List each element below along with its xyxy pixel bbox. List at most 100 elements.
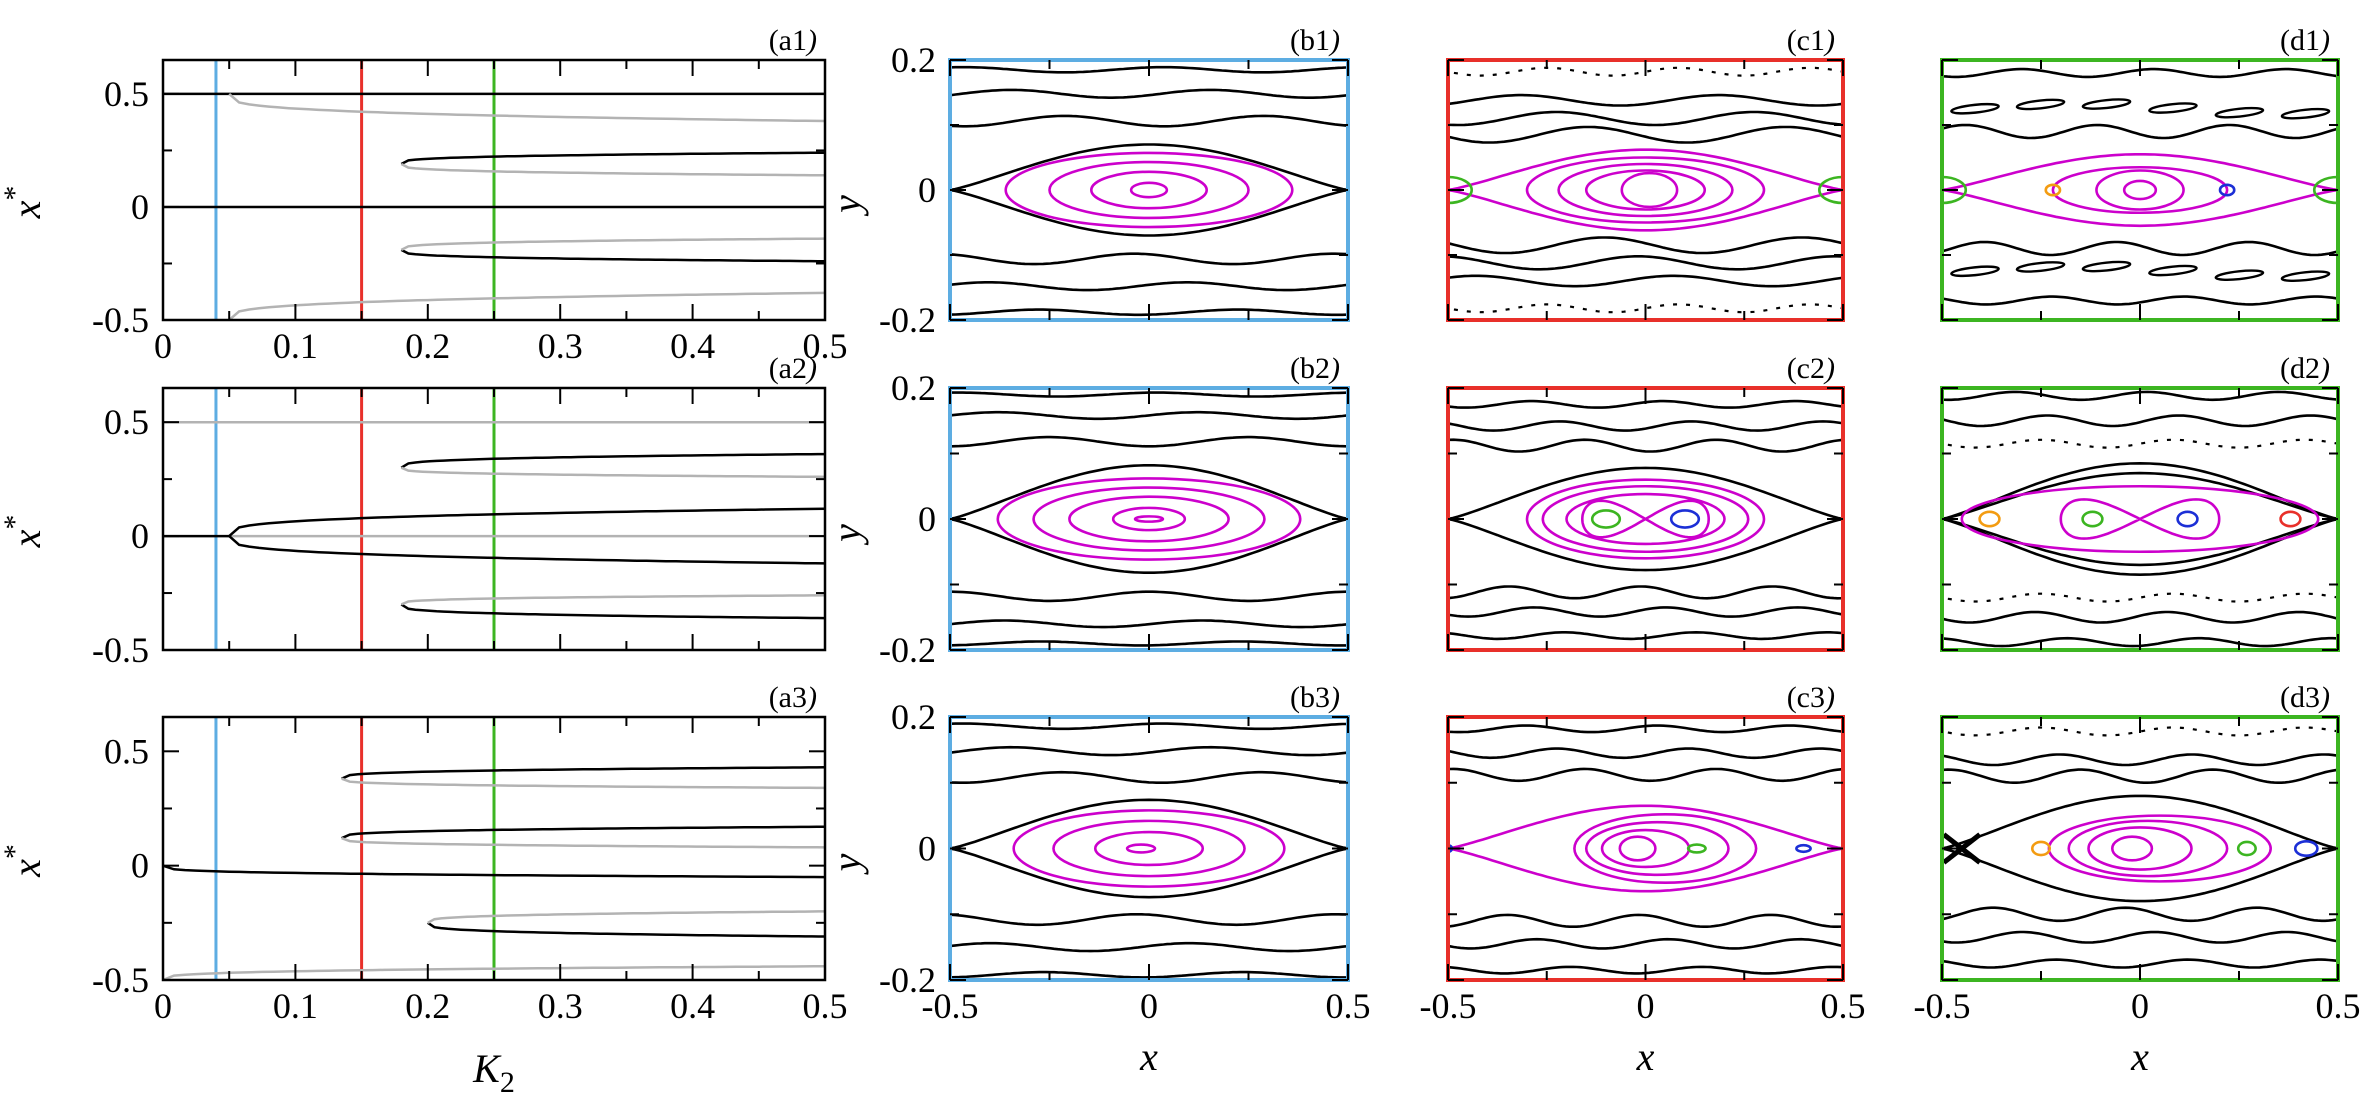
invariant-curve [1448,606,1843,618]
x-tick-label: 0.4 [670,986,715,1026]
y-tick-label: 0.2 [891,697,936,737]
y-tick-label: 0 [131,846,149,886]
panel-a2: -0.5 0 0.5 (a2) x* [0,352,827,670]
island-orbit [1048,160,1250,220]
y-tick-label: 0 [918,499,936,539]
island-chain [1950,265,2000,278]
hyperbolic-point [1942,832,1982,865]
panel-d1: (d1) [1940,24,2340,322]
invariant-curve [1448,767,1843,783]
figure-eight-separatrix [2059,498,2221,540]
invariant-curve [1448,913,1843,928]
plot-area [1942,67,2338,306]
panel-b2: -0.2 0 0.2 (b2) y [824,352,1350,670]
island-orbit [2067,819,2229,878]
axes-frame [948,58,1350,322]
island-orbit [1686,843,1707,854]
plot-area [950,65,1348,317]
panel-label: (c1) [1787,24,1835,57]
x-tick-label: 0.1 [273,326,318,366]
y-tick-label: 0.5 [104,402,149,442]
separatrix-upper [1448,466,1843,521]
island-chain [2015,98,2066,111]
island-orbit [1978,510,2001,528]
y-axis-label-sup: * [0,186,31,201]
chaotic-layer [1942,438,2338,449]
y-axis-label: y [824,195,869,217]
x-tick-label: 0.2 [405,326,450,366]
separatrix-upper [1448,804,1843,850]
island-orbit [2236,840,2257,857]
unstable-branch [400,466,825,479]
separatrix-upper [950,464,1348,521]
x-tick-label: 0 [154,326,172,366]
y-tick-label: 0 [131,187,149,227]
island-orbit [1032,486,1266,552]
island-chain [2081,260,2132,273]
x-axis-label: x [1636,1034,1655,1079]
chaotic-layer [1942,592,2338,603]
y-tick-label: -0.2 [879,630,936,670]
invariant-curve [1942,295,2338,306]
plot-area [950,391,1348,647]
island-chain [2015,261,2066,273]
island-orbit [1818,175,1843,205]
panel-a3: -0.500.50 0.1 0.2 0.3 0.4 0.5(a3)x*K2 [0,681,848,1099]
island-orbit [2044,183,2062,197]
island-orbit [1093,830,1205,867]
chaotic-layer [1448,66,1843,77]
island-chain [1950,102,2000,115]
y-tick-label: 0.2 [891,368,936,408]
invariant-curve [950,281,1348,292]
panel-label-paren: ) [2318,681,2330,714]
island-orbit [1942,175,1968,205]
x-tick-label: 0 [1140,986,1158,1026]
island-orbit [1068,495,1230,543]
island-chain [2280,107,2331,120]
island-orbit [2051,165,2229,215]
invariant-curve [1448,236,1843,255]
stable-branch [228,507,825,538]
chaotic-layer [1448,303,1843,314]
panel-label: (b2) [1290,352,1340,385]
x-tick-label: 0.5 [803,326,848,366]
island-orbit [1125,843,1157,854]
separatrix-lower [1942,517,2338,577]
island-orbit [1795,843,1812,854]
island-orbit [1525,156,1766,224]
separatrix-lower [1448,188,1843,232]
axes-frame [948,715,1350,982]
island-orbit [2176,510,2199,528]
island-orbit [2030,840,2052,857]
island-orbit [1089,170,1209,210]
stable-branch [400,603,825,620]
island-orbit [1525,478,1766,560]
y-tick-label: 0.5 [104,74,149,114]
panel-label: (b1) [1290,24,1340,57]
invariant-curve [950,410,1348,421]
stable-branch [400,248,825,263]
plot-area [163,60,825,320]
unstable-branch [163,965,825,980]
unstable-branch [228,291,825,320]
island-chain [2214,269,2265,281]
island-orbit [2110,835,2154,862]
island-orbit [1584,169,1707,211]
invariant-curve [950,435,1348,448]
island-orbit [1565,492,1726,546]
ticks [949,387,1349,651]
y-tick-label: -0.5 [92,960,149,1000]
island-chain [2148,102,2198,114]
x-tick-label: 0 [2131,986,2149,1026]
x-axis-label: x [2130,1034,2149,1079]
invariant-curve [950,745,1348,757]
island-orbit [1004,151,1294,229]
y-tick-label: -0.5 [92,300,149,340]
panel-label-paren: ) [1823,352,1835,385]
invariant-curve [1942,240,2338,257]
ticks [162,717,826,981]
x-tick-label: 0.2 [405,986,450,1026]
y-axis-label: x* [0,186,49,220]
panel-d2: (d2) [1940,352,2340,652]
island-orbit [1960,484,2320,554]
